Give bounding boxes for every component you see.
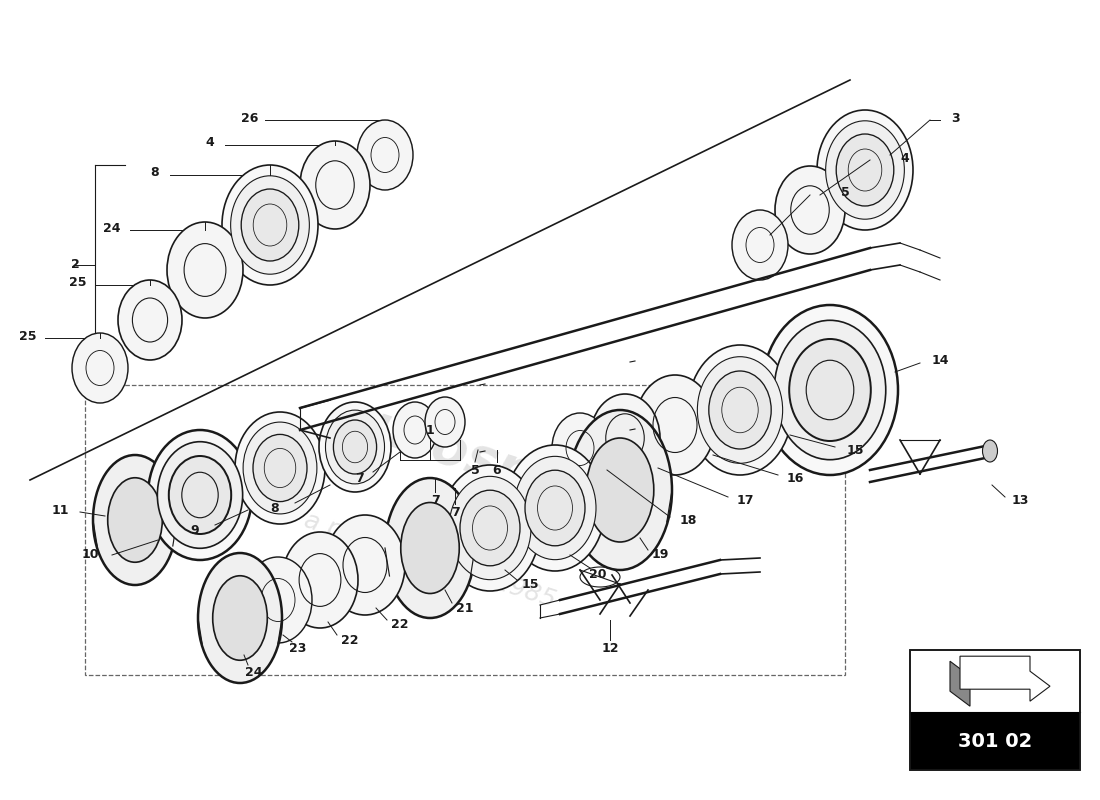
- Text: 23: 23: [289, 642, 307, 654]
- Ellipse shape: [425, 397, 465, 447]
- Text: 11: 11: [52, 503, 68, 517]
- Text: 21: 21: [456, 602, 474, 614]
- Text: 15: 15: [846, 443, 864, 457]
- Ellipse shape: [333, 420, 376, 474]
- Text: 22: 22: [392, 618, 409, 631]
- Text: a passion since 1985: a passion since 1985: [301, 508, 559, 612]
- Text: 24: 24: [245, 666, 263, 678]
- Ellipse shape: [552, 413, 608, 483]
- Ellipse shape: [167, 222, 243, 318]
- Ellipse shape: [324, 515, 405, 615]
- Ellipse shape: [94, 455, 177, 585]
- Ellipse shape: [449, 476, 531, 580]
- Text: 25: 25: [69, 277, 87, 290]
- Text: 3: 3: [950, 111, 959, 125]
- Bar: [85, 385, 845, 675]
- Ellipse shape: [982, 440, 998, 462]
- Text: 7: 7: [451, 506, 460, 518]
- Bar: [910, 650, 1080, 770]
- Text: 1: 1: [426, 423, 434, 437]
- Text: 7: 7: [355, 471, 364, 485]
- Ellipse shape: [708, 371, 771, 449]
- Text: 24: 24: [103, 222, 121, 234]
- Ellipse shape: [400, 502, 460, 594]
- Ellipse shape: [319, 402, 390, 492]
- Text: 10: 10: [81, 549, 99, 562]
- Ellipse shape: [590, 394, 660, 482]
- Bar: [910, 650, 1080, 770]
- Ellipse shape: [72, 333, 128, 403]
- Ellipse shape: [235, 412, 324, 524]
- Ellipse shape: [635, 375, 715, 475]
- Ellipse shape: [198, 553, 282, 683]
- Ellipse shape: [118, 280, 182, 360]
- Text: 25: 25: [20, 330, 36, 342]
- Text: 22: 22: [341, 634, 359, 646]
- Text: 7: 7: [430, 494, 439, 506]
- Ellipse shape: [231, 176, 309, 274]
- Ellipse shape: [732, 210, 788, 280]
- Text: 5: 5: [840, 186, 849, 199]
- Ellipse shape: [514, 456, 596, 560]
- Text: 4: 4: [206, 137, 214, 150]
- Ellipse shape: [148, 430, 252, 560]
- Text: 17: 17: [736, 494, 754, 506]
- Text: 26: 26: [241, 111, 258, 125]
- Polygon shape: [960, 656, 1050, 701]
- Ellipse shape: [774, 320, 886, 460]
- Text: 5: 5: [471, 463, 480, 477]
- Ellipse shape: [243, 422, 317, 514]
- Ellipse shape: [326, 410, 385, 484]
- Text: 20: 20: [590, 569, 607, 582]
- Ellipse shape: [697, 357, 782, 463]
- Text: 9: 9: [190, 523, 199, 537]
- Text: 15: 15: [521, 578, 539, 591]
- Ellipse shape: [586, 438, 653, 542]
- Ellipse shape: [157, 442, 243, 548]
- Text: 14: 14: [932, 354, 948, 366]
- Text: 18: 18: [680, 514, 696, 526]
- Ellipse shape: [440, 465, 540, 591]
- Text: eurospars: eurospars: [330, 390, 629, 530]
- Ellipse shape: [776, 166, 845, 254]
- Ellipse shape: [568, 410, 672, 570]
- Ellipse shape: [762, 305, 898, 475]
- Ellipse shape: [300, 141, 370, 229]
- Ellipse shape: [385, 478, 475, 618]
- Ellipse shape: [836, 134, 894, 206]
- Ellipse shape: [688, 345, 792, 475]
- Ellipse shape: [460, 490, 520, 566]
- Bar: [910, 712, 1080, 770]
- Ellipse shape: [282, 532, 358, 628]
- Ellipse shape: [789, 339, 871, 441]
- Ellipse shape: [505, 445, 605, 571]
- Text: 4: 4: [901, 151, 910, 165]
- Text: 8: 8: [271, 502, 279, 514]
- Text: 16: 16: [786, 471, 804, 485]
- Text: 301 02: 301 02: [958, 732, 1032, 750]
- Ellipse shape: [212, 576, 267, 660]
- Ellipse shape: [525, 470, 585, 546]
- Ellipse shape: [244, 557, 312, 643]
- Text: 2: 2: [70, 258, 79, 271]
- Ellipse shape: [222, 165, 318, 285]
- Text: 6: 6: [493, 463, 502, 477]
- Ellipse shape: [393, 402, 437, 458]
- Ellipse shape: [253, 434, 307, 502]
- Polygon shape: [950, 661, 970, 706]
- Ellipse shape: [826, 121, 904, 219]
- Ellipse shape: [358, 120, 412, 190]
- Text: 8: 8: [151, 166, 160, 179]
- Ellipse shape: [108, 478, 163, 562]
- Text: 12: 12: [602, 642, 618, 654]
- Text: 13: 13: [1011, 494, 1028, 506]
- Ellipse shape: [241, 189, 299, 261]
- Text: 19: 19: [651, 549, 669, 562]
- Ellipse shape: [168, 456, 231, 534]
- Ellipse shape: [817, 110, 913, 230]
